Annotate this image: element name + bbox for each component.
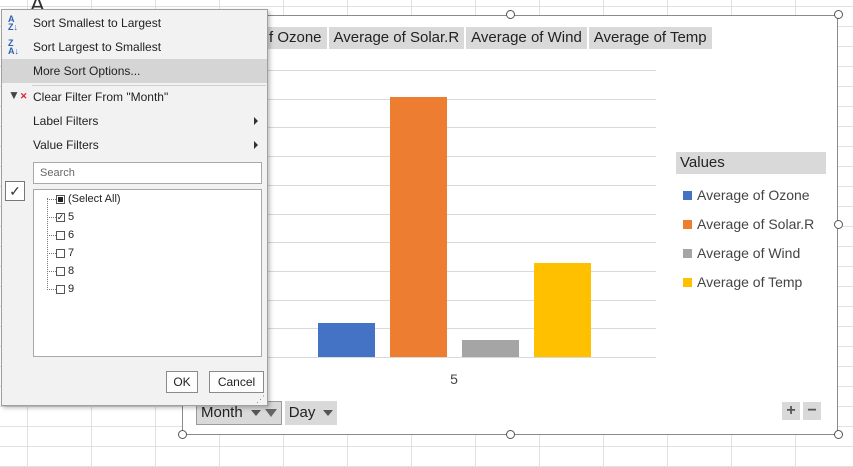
tree-connector bbox=[47, 199, 56, 200]
resize-handle-right[interactable] bbox=[834, 220, 843, 229]
gridline bbox=[268, 242, 656, 244]
plot-area bbox=[268, 70, 656, 358]
sort-ascending-icon: A Z↓ bbox=[8, 14, 18, 32]
tree-connector bbox=[47, 253, 56, 254]
gridline bbox=[268, 184, 656, 186]
tree-connector bbox=[47, 235, 56, 236]
field-button-day-label: Day bbox=[288, 404, 316, 421]
field-button-temp[interactable]: Average of Temp bbox=[588, 27, 712, 49]
legend-label: Average of Wind bbox=[697, 245, 801, 261]
expand-collapse-buttons: + − bbox=[782, 402, 821, 420]
legend-swatch bbox=[683, 219, 692, 229]
checklist-item[interactable]: 7 bbox=[56, 244, 74, 262]
resize-handle-top-right[interactable] bbox=[834, 10, 843, 19]
resize-handle-top[interactable] bbox=[506, 10, 515, 19]
menu-item-sort-descending[interactable]: Z A↓ Sort Largest to Smallest bbox=[8, 38, 162, 56]
field-button-ozone[interactable]: f Ozone bbox=[255, 27, 327, 49]
checklist-label: 8 bbox=[68, 265, 75, 277]
field-button-wind[interactable]: Average of Wind bbox=[466, 27, 587, 49]
submenu-arrow-icon bbox=[254, 117, 258, 125]
legend-label: Average of Temp bbox=[697, 274, 803, 290]
dropdown-arrow-icon bbox=[323, 409, 334, 416]
checkbox[interactable] bbox=[56, 230, 65, 240]
bar-average-of-ozone[interactable] bbox=[318, 323, 375, 357]
bar-average-of-wind[interactable] bbox=[462, 340, 519, 357]
submenu-arrow-icon bbox=[254, 141, 258, 149]
tree-connector bbox=[47, 271, 56, 272]
field-button-day[interactable]: Day bbox=[284, 401, 338, 425]
legend-swatch bbox=[683, 248, 692, 258]
checkbox-partial[interactable] bbox=[56, 194, 65, 204]
tree-connector bbox=[47, 198, 48, 290]
checklist-item[interactable]: 6 bbox=[56, 226, 74, 244]
pivot-chart-area[interactable] bbox=[182, 15, 838, 435]
collapse-field-button[interactable]: − bbox=[803, 402, 821, 420]
field-button-month-label: Month bbox=[201, 404, 243, 421]
bar-average-of-solar-r[interactable] bbox=[390, 96, 447, 357]
resize-handle-bottom-right[interactable] bbox=[834, 430, 843, 439]
checklist-label: 9 bbox=[68, 283, 75, 295]
search-input[interactable]: Search bbox=[33, 162, 262, 184]
gridline bbox=[268, 213, 656, 215]
checkbox[interactable] bbox=[56, 284, 65, 294]
filter-funnel-icon bbox=[264, 408, 277, 417]
gridline bbox=[268, 70, 656, 71]
checklist-label: 7 bbox=[68, 247, 75, 259]
legend-label: Average of Ozone bbox=[697, 187, 810, 203]
bar-average-of-temp[interactable] bbox=[534, 263, 591, 357]
sort-descending-icon: Z A↓ bbox=[8, 38, 19, 56]
checklist-item[interactable]: ✓ 5 bbox=[56, 208, 74, 226]
gridline bbox=[268, 357, 656, 358]
menu-item-more-sort-options[interactable]: More Sort Options... bbox=[2, 59, 267, 83]
tree-connector bbox=[47, 289, 56, 290]
legend: Values Average of Ozone Average of Solar… bbox=[676, 152, 826, 290]
checkmark-icon: ✓ bbox=[5, 181, 25, 201]
checkbox-checked[interactable]: ✓ bbox=[56, 211, 65, 222]
legend-item: Average of Solar.R bbox=[676, 216, 826, 232]
legend-title: Values bbox=[676, 152, 826, 174]
filter-dropdown-menu: A Z↓ Sort Smallest to Largest Z A↓ Sort La… bbox=[1, 9, 268, 406]
legend-item: Average of Wind bbox=[676, 245, 826, 261]
menu-separator bbox=[32, 85, 266, 86]
checkbox[interactable] bbox=[56, 248, 65, 258]
gridline bbox=[268, 328, 656, 330]
resize-handle-bottom-left[interactable] bbox=[178, 430, 187, 439]
x-tick-label: 5 bbox=[450, 371, 458, 387]
legend-item: Average of Temp bbox=[676, 274, 826, 290]
ok-button[interactable]: OK bbox=[166, 371, 198, 393]
menu-item-clear-filter[interactable]: ▼✕ Clear Filter From "Month" bbox=[8, 88, 169, 104]
tree-connector bbox=[47, 217, 56, 218]
clear-filter-icon: ▼✕ bbox=[8, 88, 28, 102]
gridline bbox=[268, 299, 656, 301]
cancel-button[interactable]: Cancel bbox=[209, 371, 264, 393]
checklist-item[interactable]: 8 bbox=[56, 262, 74, 280]
menu-item-sort-ascending[interactable]: A Z↓ Sort Smallest to Largest bbox=[8, 14, 162, 32]
legend-swatch bbox=[683, 190, 692, 200]
legend-item: Average of Ozone bbox=[676, 187, 826, 203]
menu-item-value-filters[interactable]: Value Filters bbox=[2, 133, 267, 157]
checklist-item-select-all[interactable]: (Select All) bbox=[56, 190, 121, 208]
legend-label: Average of Solar.R bbox=[697, 216, 815, 232]
checkbox[interactable] bbox=[56, 266, 65, 276]
menu-item-label-filters[interactable]: Label Filters bbox=[2, 109, 267, 133]
gridline bbox=[268, 156, 656, 158]
dropdown-arrow-icon bbox=[250, 409, 261, 416]
gridline bbox=[268, 270, 656, 272]
resize-handle-bottom[interactable] bbox=[506, 430, 515, 439]
expand-field-button[interactable]: + bbox=[782, 402, 800, 420]
checklist-label: (Select All) bbox=[68, 193, 121, 205]
checklist-label: 6 bbox=[68, 229, 75, 241]
legend-swatch bbox=[683, 277, 692, 287]
gridline bbox=[268, 127, 656, 129]
resize-grip-icon[interactable]: ⋰ bbox=[256, 394, 265, 404]
value-field-buttons: f Ozone Average of Solar.R Average of Wi… bbox=[255, 27, 712, 49]
filter-checklist: (Select All) ✓ 5 6 7 8 9 bbox=[33, 189, 262, 357]
checklist-label: 5 bbox=[68, 211, 75, 223]
gridline bbox=[268, 98, 656, 100]
field-button-solar[interactable]: Average of Solar.R bbox=[328, 27, 465, 49]
checklist-item[interactable]: 9 bbox=[56, 280, 74, 298]
